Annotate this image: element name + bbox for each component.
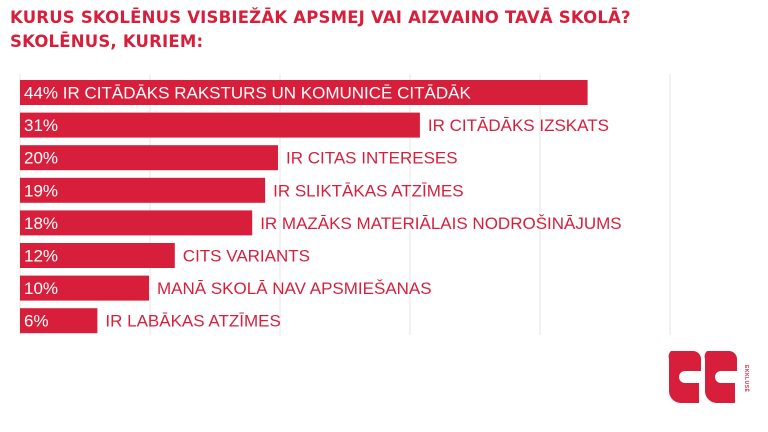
bar-value-label: 10% xyxy=(24,279,58,298)
bar xyxy=(20,275,149,301)
bar-value-label: 44% IR CITĀDĀKS RAKSTURS UN KOMUNICĒ CIT… xyxy=(24,84,471,103)
bar xyxy=(20,80,588,105)
bar-category-label: IR LABĀKAS ATZĪMES xyxy=(105,312,280,331)
bar-value-label: 20% xyxy=(24,149,58,168)
chart-title: KURUS SKOLĒNUS VISBIEŽĀK APSMEJ VAI AIZV… xyxy=(10,6,760,54)
bar-category-label: IR CITAS INTERESES xyxy=(286,149,458,168)
bar-value-label: 6% xyxy=(24,312,49,331)
bar-category-label: MANĀ SKOLĀ NAV APSMIEŠANAS xyxy=(157,279,432,298)
bar-category-label: CITS VARIANTS xyxy=(183,247,310,266)
bar xyxy=(20,243,175,268)
bar xyxy=(20,112,420,138)
bar-value-label: 19% xyxy=(24,181,58,200)
bar xyxy=(20,145,278,171)
chart-title-line-1: KURUS SKOLĒNUS VISBIEŽĀK APSMEJ VAI AIZV… xyxy=(10,8,631,27)
ee-logo: EKKLUSĒ xyxy=(665,347,755,412)
bar-value-label: 12% xyxy=(24,247,58,266)
bar-value-label: 18% xyxy=(24,214,58,233)
bar xyxy=(20,210,253,236)
bar xyxy=(20,308,98,334)
chart-title-line-2: SKOLĒNUS, KURIEM: xyxy=(10,32,204,51)
ee-quote-logo-icon: EKKLUSĒ xyxy=(668,351,750,403)
bar xyxy=(20,177,266,203)
bar-category-label: IR SLIKTĀKAS ATZĪMES xyxy=(273,181,464,200)
bar-value-label: 31% xyxy=(24,116,58,135)
bar-category-label: IR MAZĀKS MATERIĀLAIS NODROŠINĀJUMS xyxy=(260,214,621,233)
logo-text: EKKLUSĒ xyxy=(743,365,750,393)
bar-category-label: IR CITĀDĀKS IZSKATS xyxy=(428,116,609,135)
